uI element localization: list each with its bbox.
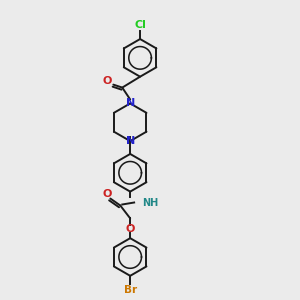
Text: NH: NH xyxy=(142,197,158,208)
Text: O: O xyxy=(103,189,112,199)
Text: Br: Br xyxy=(124,285,137,295)
Text: N: N xyxy=(126,98,135,108)
Text: N: N xyxy=(126,136,135,146)
Text: O: O xyxy=(125,224,135,234)
Text: O: O xyxy=(103,76,112,85)
Text: Cl: Cl xyxy=(134,20,146,30)
